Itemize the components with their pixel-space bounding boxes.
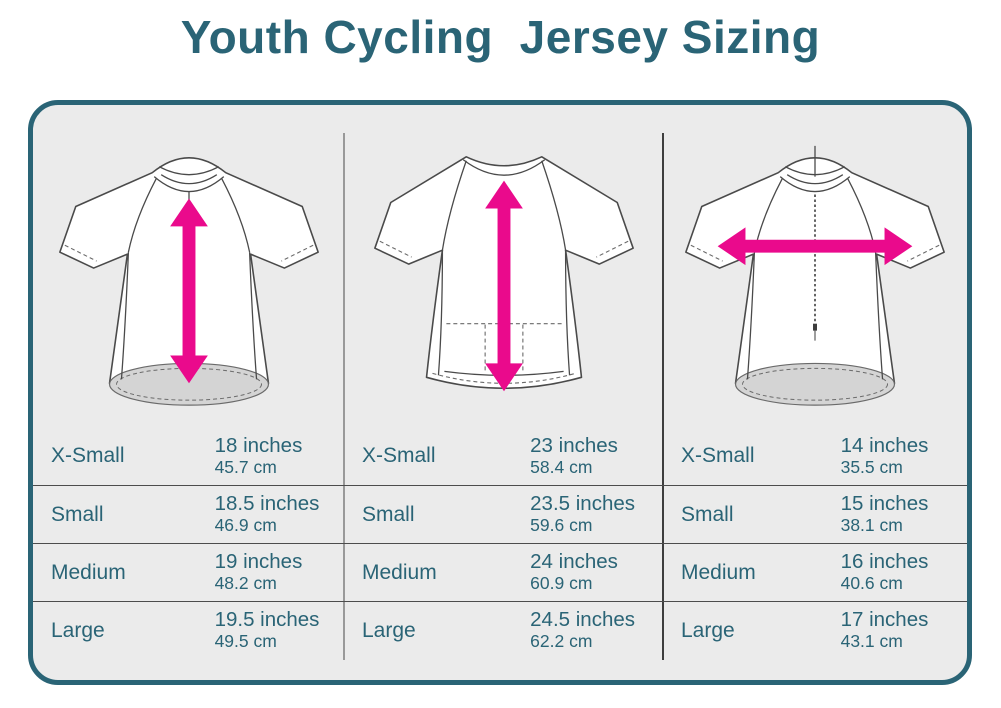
collar-band [462, 159, 545, 176]
collar-neckline [786, 174, 844, 185]
chest-width-column: X-Small 14 inches 35.5 cm Small 15 inches… [663, 105, 967, 680]
size-label: Large [681, 618, 735, 642]
inches-value: 17 inches [840, 608, 929, 632]
inches-value: 19 inches [214, 550, 303, 574]
inches-value: 18.5 inches [214, 492, 320, 516]
hem-stitch [741, 367, 889, 401]
size-label: Small [681, 502, 734, 526]
back-length-column: X-Small 23 inches 58.4 cm Small 23.5 inch… [344, 105, 663, 680]
jersey-front-icon [58, 157, 319, 406]
raglan-seam-left [127, 178, 157, 253]
jersey-front-zip-illustration [663, 105, 967, 427]
raglan-seam-right [220, 178, 250, 253]
cm-value: 49.5 cm [214, 631, 277, 652]
inches-value: 23 inches [530, 433, 618, 457]
size-label: Small [51, 502, 104, 526]
inches-value: 19.5 inches [214, 608, 320, 632]
cuff-stitch-right [907, 244, 940, 262]
side-seam-right [248, 252, 257, 380]
cm-value: 35.5 cm [840, 456, 903, 477]
cm-value: 59.6 cm [530, 515, 593, 536]
back-length-size-table: X-Small 23 inches 58.4 cm Small 23.5 inch… [344, 427, 663, 659]
size-row: Medium 19 inches 48.2 cm [33, 543, 344, 601]
size-label: Medium [51, 560, 126, 584]
size-label: Large [51, 618, 105, 642]
cm-value: 45.7 cm [214, 456, 277, 477]
size-row: Large 17 inches 43.1 cm [663, 601, 967, 659]
size-row: Medium 16 inches 40.6 cm [663, 543, 967, 601]
cm-value: 60.9 cm [530, 573, 593, 594]
size-row: Large 19.5 inches 49.5 cm [33, 601, 344, 659]
chest-width-arrow [717, 227, 913, 266]
size-label: Medium [362, 560, 437, 584]
jersey-front-illustration [33, 105, 344, 427]
size-label: Small [362, 502, 415, 526]
size-row: Small 23.5 inches 59.6 cm [344, 485, 663, 543]
cuff-stitch-left [379, 240, 412, 258]
cm-value: 62.2 cm [530, 631, 593, 652]
cuff-stitch-right [595, 240, 628, 258]
zipper-pull [813, 323, 817, 331]
raglan-seam-right [540, 160, 566, 251]
size-row: X-Small 18 inches 45.7 cm [33, 427, 344, 485]
front-length-arrow [169, 198, 208, 384]
jersey-front-zip-icon [685, 145, 945, 406]
size-label: Large [362, 618, 416, 642]
column-divider-left [343, 133, 345, 660]
jersey-back-icon [373, 156, 634, 392]
cm-value: 43.1 cm [840, 631, 903, 652]
size-row: Medium 24 inches 60.9 cm [344, 543, 663, 601]
inches-value: 24 inches [530, 550, 618, 574]
size-row: Small 18.5 inches 46.9 cm [33, 485, 344, 543]
sizing-panel: X-Small 18 inches 45.7 cm Small 18.5 inch… [28, 100, 972, 685]
chest-width-size-table: X-Small 14 inches 35.5 cm Small 15 inches… [663, 427, 967, 659]
cm-value: 46.9 cm [214, 515, 277, 536]
size-label: X-Small [681, 444, 755, 467]
size-label: X-Small [51, 444, 125, 467]
size-row: Small 15 inches 38.1 cm [663, 485, 967, 543]
cuff-stitch-left [64, 244, 97, 262]
column-divider-right [662, 133, 664, 660]
side-seam-right [564, 250, 570, 376]
cm-value: 40.6 cm [840, 573, 903, 594]
size-row: Large 24.5 inches 62.2 cm [344, 601, 663, 659]
raglan-seam-left [441, 160, 467, 251]
inches-value: 23.5 inches [530, 492, 635, 516]
front-length-size-table: X-Small 18 inches 45.7 cm Small 18.5 inch… [33, 427, 344, 659]
collar-bottom [779, 176, 851, 193]
inches-value: 18 inches [214, 433, 303, 457]
front-length-column: X-Small 18 inches 45.7 cm Small 18.5 inch… [33, 105, 344, 680]
side-seam-left [746, 252, 756, 380]
side-seam-right [874, 252, 884, 380]
inches-value: 15 inches [840, 492, 929, 516]
hem-opening [734, 362, 896, 406]
cuff-stitch-left [690, 244, 723, 262]
jersey-back-illustration [344, 105, 663, 427]
size-row: X-Small 23 inches 58.4 cm [344, 427, 663, 485]
cuff-stitch-right [280, 244, 313, 262]
size-label: X-Small [362, 444, 436, 467]
side-seam-left [120, 252, 129, 380]
size-label: Medium [681, 560, 756, 584]
size-row: X-Small 14 inches 35.5 cm [663, 427, 967, 485]
inches-value: 16 inches [840, 550, 929, 574]
side-seam-left [437, 250, 443, 376]
cm-value: 58.4 cm [530, 456, 593, 477]
back-length-arrow [484, 180, 523, 392]
page-title: Youth Cycling Jersey Sizing [180, 11, 821, 63]
cm-value: 48.2 cm [214, 573, 277, 594]
cm-value: 38.1 cm [840, 515, 903, 536]
inches-value: 24.5 inches [530, 608, 635, 632]
collar-neckline [160, 174, 217, 185]
collar-inner-curve [158, 166, 219, 176]
inches-value: 14 inches [840, 433, 929, 457]
